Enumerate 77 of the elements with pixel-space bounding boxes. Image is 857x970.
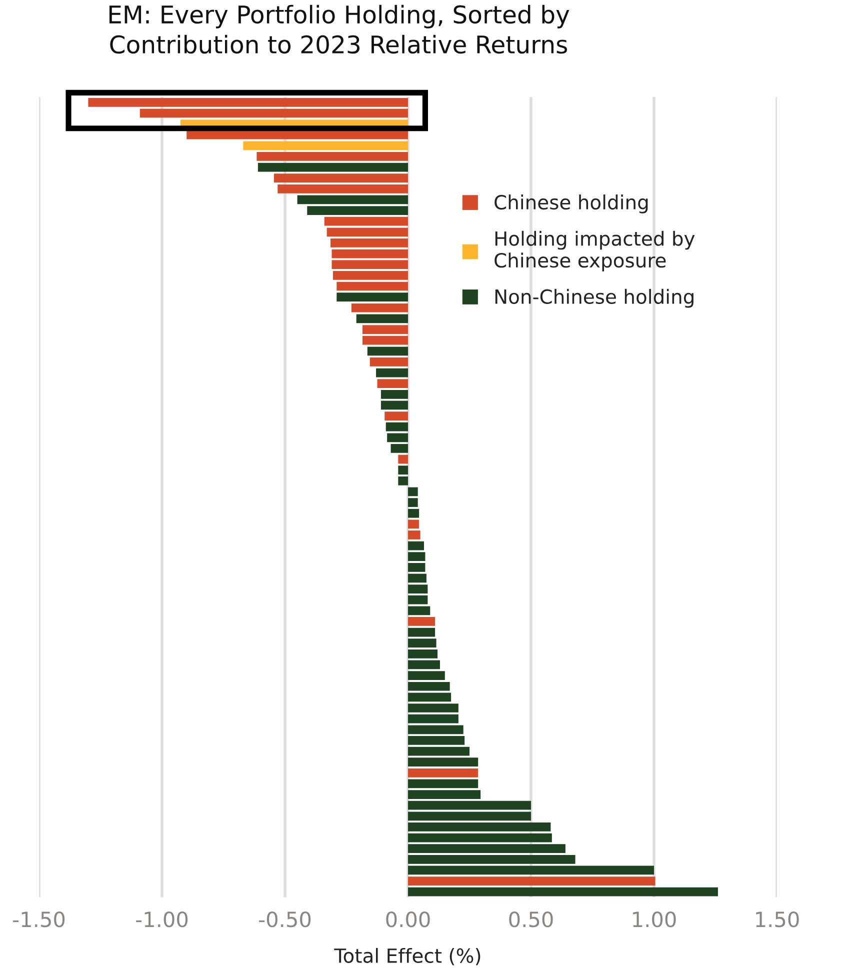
bar	[408, 617, 436, 626]
bar	[377, 379, 408, 388]
bar	[408, 584, 428, 594]
bar	[356, 314, 408, 324]
bar	[376, 368, 408, 378]
bar	[408, 682, 450, 691]
bar	[398, 466, 408, 475]
bar	[408, 520, 420, 529]
bar	[408, 746, 470, 756]
bar	[332, 271, 408, 280]
bar	[380, 400, 408, 410]
bar	[332, 249, 408, 258]
bar	[408, 833, 552, 842]
x-tick-label: -0.50	[259, 912, 311, 928]
bar	[330, 238, 408, 248]
chart-title: EM: Every Portfolio Holding, Sorted by Contribution to 2023 Relative Returns	[109, 4, 570, 54]
bar	[408, 736, 465, 745]
bar	[408, 779, 478, 788]
bar	[380, 390, 408, 399]
bar	[243, 141, 408, 150]
bar	[408, 487, 418, 496]
bar	[398, 454, 408, 464]
bar	[408, 876, 656, 886]
bar	[408, 552, 426, 562]
bar	[408, 530, 420, 540]
bar	[408, 671, 445, 680]
bar	[186, 130, 408, 140]
x-tick-label: 1.00	[633, 912, 676, 928]
bar	[332, 260, 408, 270]
bar	[408, 758, 478, 767]
bar	[370, 358, 408, 366]
bar	[408, 704, 458, 712]
bar	[408, 628, 436, 637]
bar	[88, 98, 408, 107]
bar	[408, 790, 481, 799]
legend-label: Holding impacted by Chinese exposure	[494, 230, 695, 272]
bar	[408, 638, 436, 648]
bar	[408, 714, 458, 724]
bar	[278, 184, 408, 194]
bar	[408, 768, 478, 778]
bar	[256, 152, 408, 161]
bar	[336, 292, 408, 302]
bar	[367, 346, 408, 356]
bar	[336, 282, 408, 291]
bar	[408, 574, 426, 583]
bar	[408, 866, 654, 875]
bar	[297, 195, 408, 204]
bar	[398, 476, 408, 486]
bar	[408, 854, 576, 864]
bar	[408, 692, 452, 702]
legend-label: Chinese holding	[494, 194, 648, 214]
bar	[140, 108, 408, 118]
bar	[258, 162, 408, 172]
bar	[408, 844, 566, 854]
bar	[307, 206, 408, 215]
x-tick-label: 0.50	[509, 912, 553, 928]
x-tick-label: -1.50	[13, 912, 65, 928]
bar	[408, 508, 420, 518]
bar	[408, 649, 438, 658]
x-tick-label: -1.00	[136, 912, 188, 928]
bar	[390, 444, 408, 453]
bar	[408, 562, 426, 572]
bar	[408, 660, 440, 670]
bar	[408, 541, 424, 550]
x-tick-label: 0.00	[386, 912, 430, 928]
bar	[274, 174, 408, 183]
x-tick-label: 1.50	[756, 912, 799, 928]
bar	[408, 498, 418, 507]
bar	[408, 887, 718, 896]
bar	[408, 725, 464, 734]
bar	[362, 336, 408, 345]
bar	[351, 303, 408, 312]
bar	[362, 325, 408, 334]
bar	[408, 822, 551, 832]
bar	[384, 412, 408, 420]
legend-label: Non-Chinese holding	[495, 288, 694, 308]
x-axis-title: Total Effect (%)	[334, 948, 480, 966]
